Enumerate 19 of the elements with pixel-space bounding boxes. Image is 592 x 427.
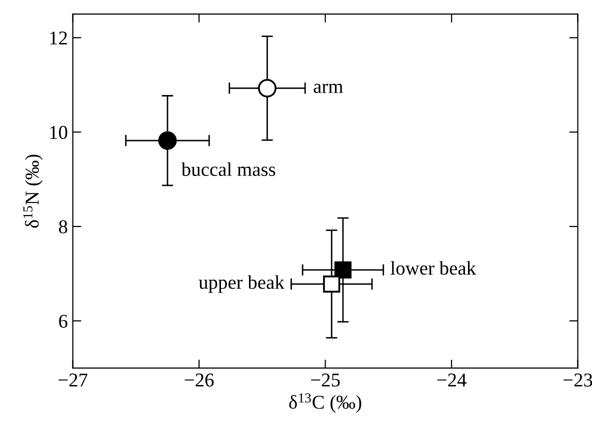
annotation: buccal mass: [181, 162, 276, 176]
x-tick-label: −27: [58, 374, 88, 386]
point: [323, 276, 340, 293]
y-tick-label: 12: [50, 32, 67, 44]
y-axis-title: δ$^{15}$N (‰): [23, 154, 43, 228]
point: [158, 131, 177, 150]
annotation: lower beak: [390, 261, 476, 275]
point: [334, 261, 352, 278]
annotation: upper beak: [198, 275, 284, 293]
x-tick-label: −25: [311, 374, 340, 387]
point: [258, 78, 276, 98]
x-tick-label: −26: [184, 374, 214, 387]
y-tick-label: 6: [59, 314, 68, 328]
x-tick-label: −23: [564, 374, 592, 387]
x-tick-label: −24: [437, 374, 466, 386]
x-axis-title: δ$^{13}$C (‰): [289, 393, 362, 413]
y-tick-label: 10: [50, 126, 68, 140]
annotation: arm: [314, 84, 343, 94]
y-tick-label: 8: [58, 220, 68, 234]
